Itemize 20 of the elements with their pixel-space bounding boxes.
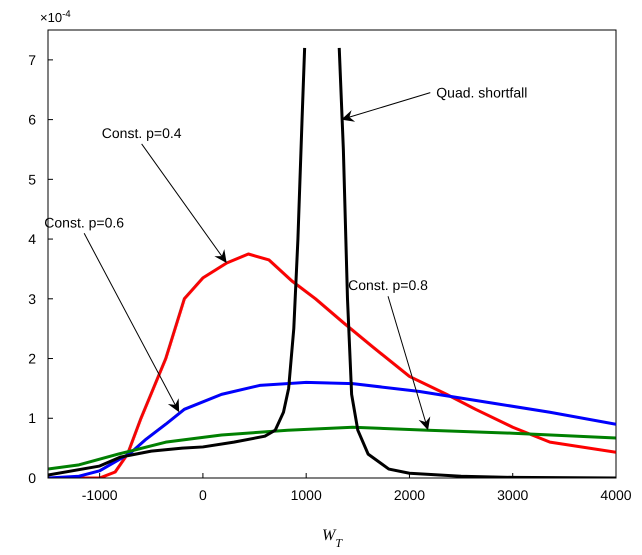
- y-tick-label: 7: [28, 52, 36, 68]
- y-tick-label: 3: [28, 290, 36, 307]
- y-tick-label: 2: [28, 350, 36, 367]
- annotation: Const. p=0.8: [348, 277, 428, 294]
- y-tick-label: 6: [28, 112, 36, 128]
- x-tick-label: 4000: [600, 486, 632, 503]
- x-tick-label: 3000: [497, 486, 529, 503]
- y-tick-label: 5: [28, 171, 36, 188]
- x-axis-title: W$_{T}$: [322, 527, 344, 550]
- x-tick-label: 0: [199, 486, 208, 503]
- annotation: Const. p=0.4: [102, 124, 182, 141]
- x-tick-label: -1000: [82, 486, 118, 503]
- line-series: [48, 380, 616, 478]
- text: ×10$^{-4}$: [40, 8, 72, 25]
- y-tick-label: 4: [28, 231, 36, 248]
- y-tick-label: 1: [28, 410, 36, 426]
- x-tick-label: 1000: [290, 486, 322, 503]
- annotation: Quad. shortfall: [436, 84, 528, 101]
- y-tick-label: 0: [28, 470, 36, 486]
- x-tick-label: 2000: [394, 486, 426, 503]
